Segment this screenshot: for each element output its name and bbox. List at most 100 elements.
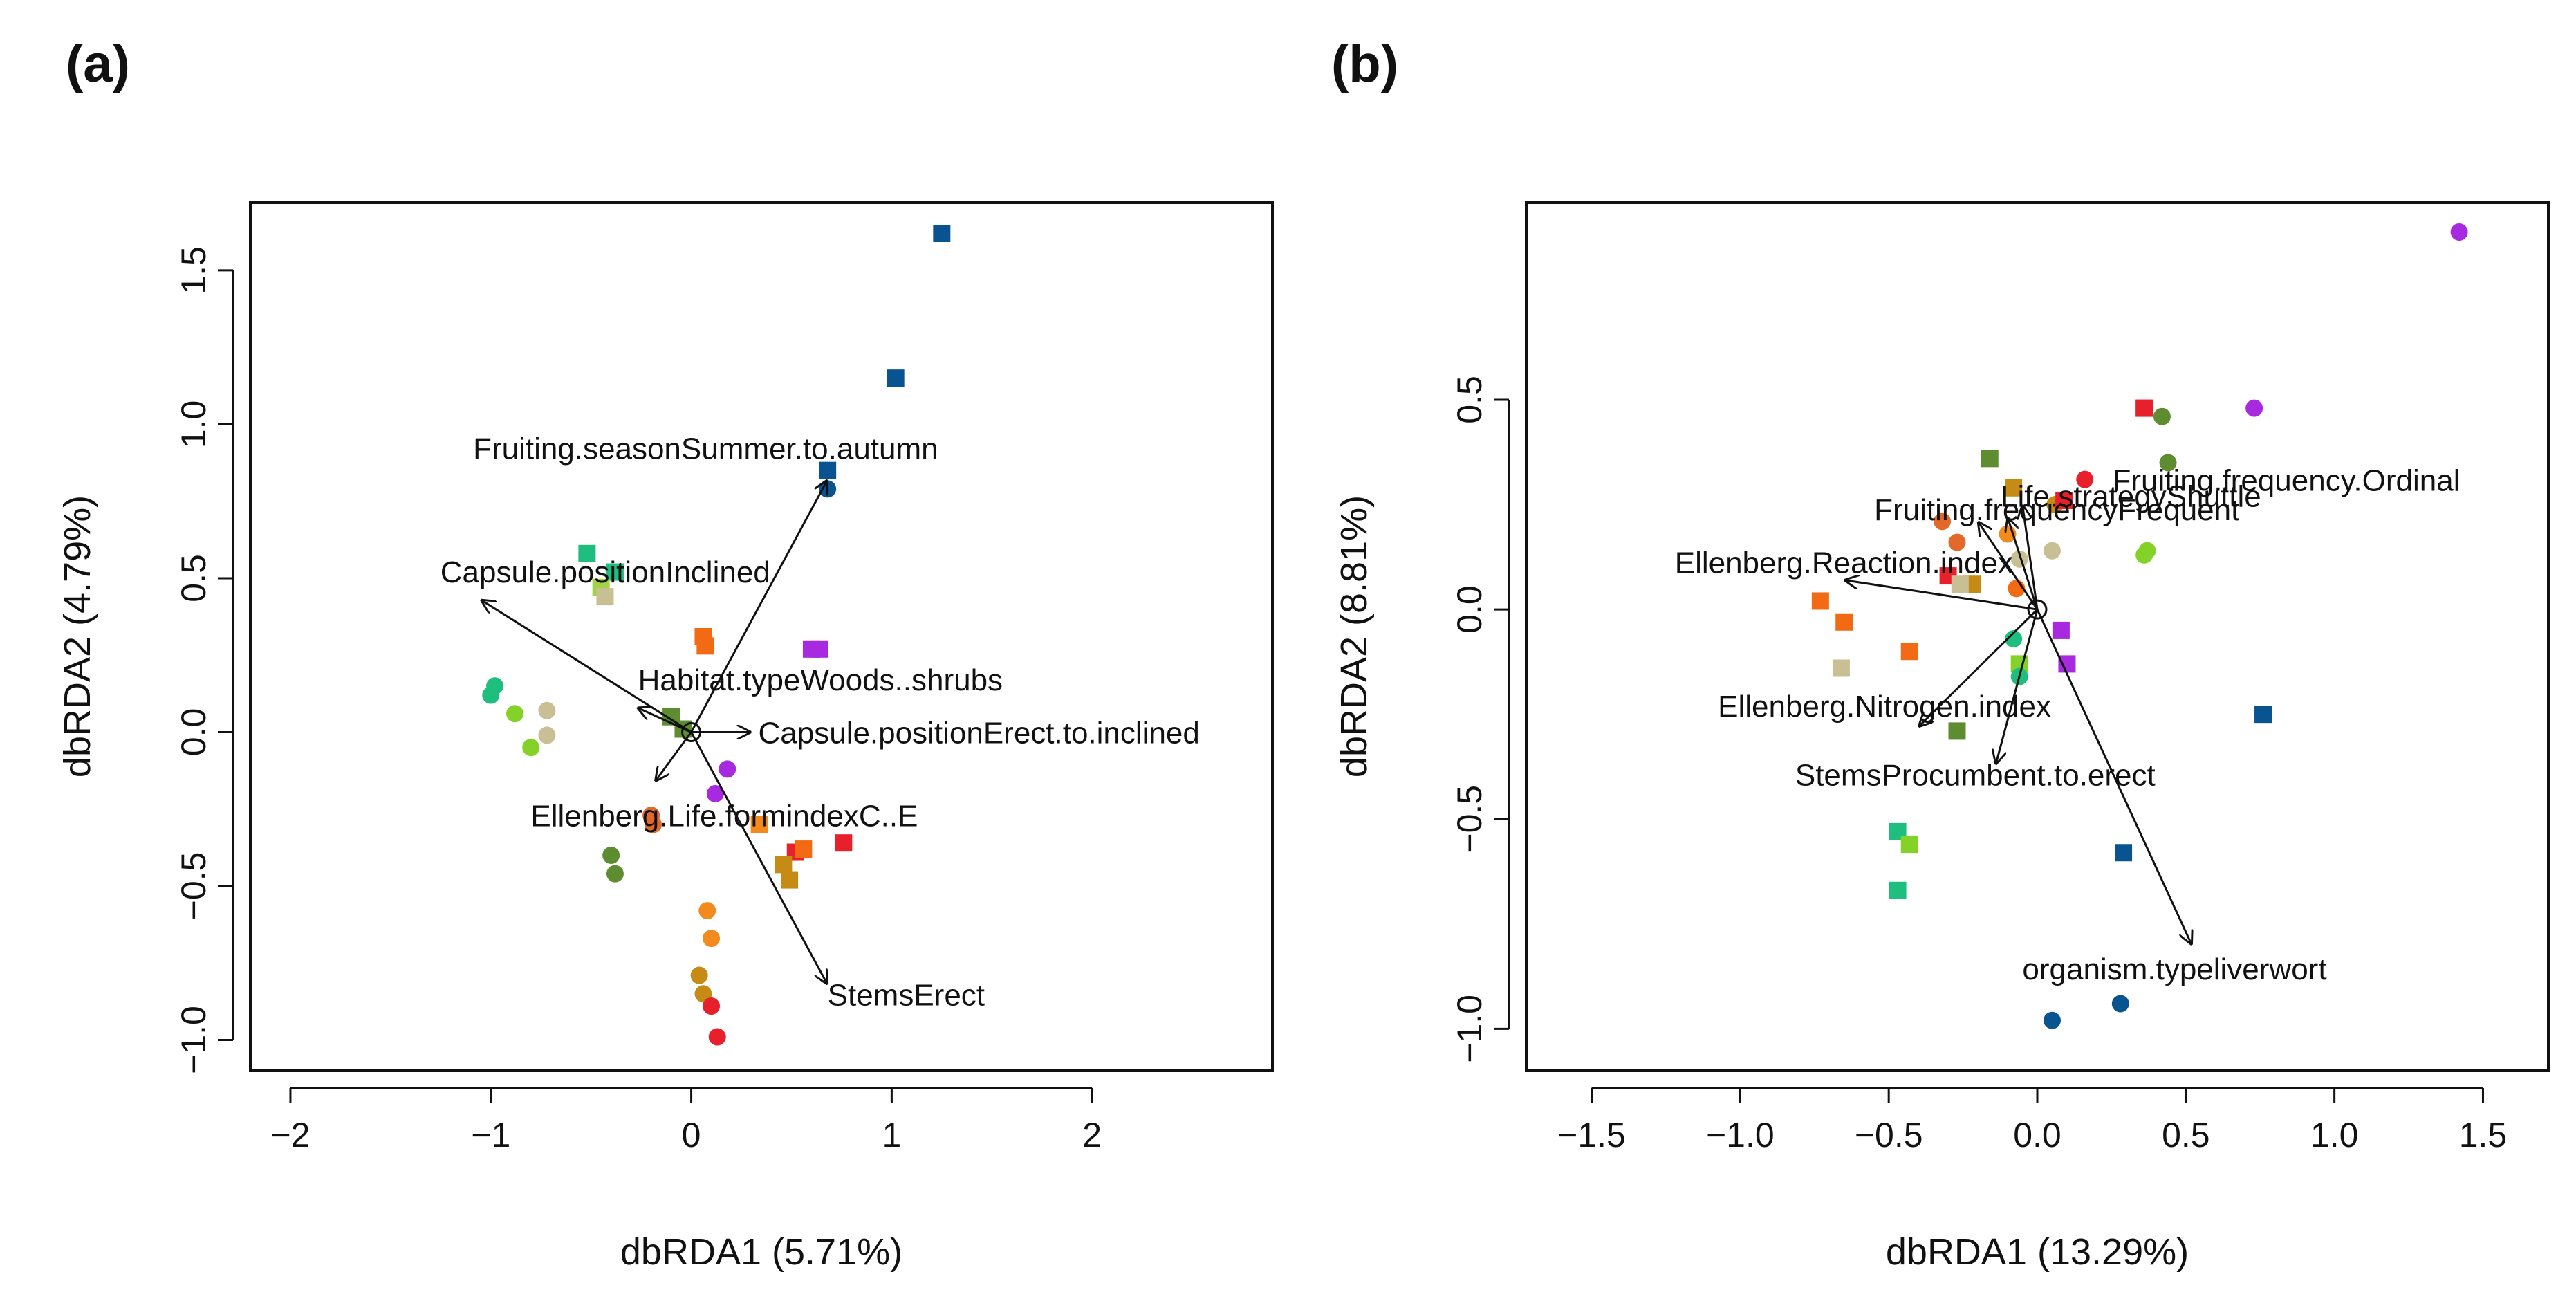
data-point-circle: [2005, 630, 2023, 648]
y-tick-label: −1.0: [1450, 995, 1489, 1063]
data-point-square: [596, 588, 614, 606]
data-point-circle: [694, 985, 712, 1003]
vector-label: Capsule.positionErect.to.inclined: [759, 716, 1200, 750]
data-point-square: [795, 840, 813, 858]
data-point-square: [1900, 836, 1918, 854]
data-point-circle: [2245, 399, 2263, 417]
data-point-circle: [690, 966, 708, 984]
vector-label: Ellenberg.Life.formindexC..E: [530, 800, 918, 833]
panel-a-plot-frame: [249, 201, 1274, 1072]
data-point-circle: [2135, 546, 2153, 564]
x-tick-label: −1.5: [1557, 1116, 1626, 1154]
vector-label: StemsErect: [828, 978, 985, 1012]
data-point-circle: [2153, 407, 2171, 425]
data-point-circle: [2010, 550, 2028, 568]
data-point-square: [750, 816, 768, 833]
panel-b-axes: −1.5 −1.0 −0.5 0.0 0.5 1.0 1.5 −1.0 −0.5 0.0 0.5: [1450, 376, 2507, 1154]
origin-marker: [2027, 599, 2048, 620]
vector-label: Fruiting.frequencyFrequent: [1874, 493, 2239, 527]
vector-label: Fruiting.seasonSummer.to.autumn: [473, 432, 938, 466]
data-point-circle: [2076, 470, 2094, 488]
x-tick-label: −1: [471, 1116, 510, 1154]
data-point-circle: [606, 865, 624, 883]
y-tick-label: 0.0: [1450, 585, 1489, 634]
data-point-square: [887, 369, 905, 387]
data-point-square: [2052, 621, 2070, 639]
data-point-square: [775, 856, 793, 874]
panel-b-vectors: Fruiting.frequency.OrdinalLife.strategyS…: [1675, 464, 2461, 987]
data-point-square: [2055, 491, 2073, 509]
vector-arrow: [655, 731, 692, 781]
vector-label: Fruiting.frequency.Ordinal: [2113, 464, 2461, 498]
vector-arrow: [690, 480, 828, 733]
x-tick-label: 0.5: [2162, 1116, 2210, 1154]
data-point-square: [2115, 844, 2133, 862]
data-point-circle: [708, 1028, 726, 1046]
vector-label: Capsule.positionInclined: [441, 555, 770, 589]
panel-a-axes: −2 −1 0 1 2 −1.0 −0.5 0.0 0.5 1.0 1.5: [174, 246, 1102, 1154]
data-point-circle: [703, 997, 721, 1015]
y-tick-label: 0.5: [174, 554, 213, 602]
x-tick-label: −2: [270, 1116, 310, 1154]
panel-a-label: (a): [66, 35, 130, 93]
data-point-circle: [2111, 995, 2129, 1013]
x-tick-label: 0.0: [2013, 1116, 2061, 1154]
data-point-circle: [2043, 542, 2061, 560]
x-tick-label: 1: [882, 1116, 901, 1154]
data-point-circle: [1948, 533, 1966, 551]
data-point-square: [819, 461, 837, 479]
data-point-square: [1900, 643, 1918, 661]
data-point-square: [810, 640, 828, 658]
data-point-circle: [719, 760, 736, 778]
data-point-square: [1832, 659, 1850, 677]
data-point-square: [835, 834, 853, 852]
panel-b-plot-frame: [1525, 201, 2550, 1072]
vector-label: Life.strategyShuttle: [2001, 480, 2261, 514]
data-point-circle: [1934, 513, 1952, 531]
x-tick-label: 1.5: [2459, 1116, 2508, 1154]
data-point-square: [696, 637, 714, 655]
panel-b-points: [1811, 223, 2468, 1029]
data-point-circle: [522, 739, 540, 757]
data-point-circle: [482, 686, 500, 704]
y-tick-label: −1.0: [174, 1006, 213, 1074]
panel-b-x-axis-title: dbRDA1 (13.29%): [1886, 1231, 2189, 1273]
data-point-square: [1835, 613, 1853, 631]
vector-arrow: [481, 600, 692, 733]
panel-b: (b) Fruiting.frequency.OrdinalLife.strat…: [1331, 35, 2550, 1273]
data-point-circle: [703, 930, 721, 948]
data-point-circle: [2159, 454, 2177, 472]
data-point-circle: [2043, 1011, 2061, 1029]
y-tick-label: 0.5: [1450, 376, 1489, 424]
data-point-circle: [538, 701, 556, 719]
y-tick-label: −0.5: [174, 852, 213, 921]
vector-arrow: [1918, 609, 2039, 727]
data-point-square: [2254, 706, 2272, 724]
data-point-circle: [2450, 223, 2468, 241]
panel-a-points: [482, 225, 951, 1046]
data-point-circle: [538, 726, 556, 744]
vector-label: Ellenberg.Reaction.index: [1675, 546, 2013, 580]
vector-label: Ellenberg.Nitrogen.index: [1718, 690, 2051, 724]
panel-b-label: (b): [1331, 35, 1398, 93]
vector-arrow: [637, 708, 692, 733]
data-point-square: [933, 225, 951, 243]
vector-arrow: [2036, 609, 2192, 945]
data-point-circle: [506, 705, 524, 723]
data-point-square: [2005, 479, 2023, 497]
data-point-square: [578, 544, 596, 562]
data-point-square: [606, 563, 624, 581]
vector-arrow: [2008, 517, 2039, 610]
y-tick-label: 1.5: [174, 246, 213, 295]
data-point-square: [1811, 592, 1829, 610]
vector-label: Habitat.typeWoods..shrubs: [638, 663, 1003, 697]
vector-arrow: [1996, 609, 2039, 764]
x-tick-label: 2: [1082, 1116, 1102, 1154]
data-point-circle: [706, 784, 724, 802]
data-point-square: [1981, 450, 1999, 468]
panel-a-vectors: Fruiting.seasonSummer.to.autumn Capsule.p…: [441, 432, 1200, 1013]
x-tick-label: −1.0: [1706, 1116, 1775, 1154]
data-point-square: [1951, 575, 1969, 593]
x-tick-label: 1.0: [2310, 1116, 2359, 1154]
